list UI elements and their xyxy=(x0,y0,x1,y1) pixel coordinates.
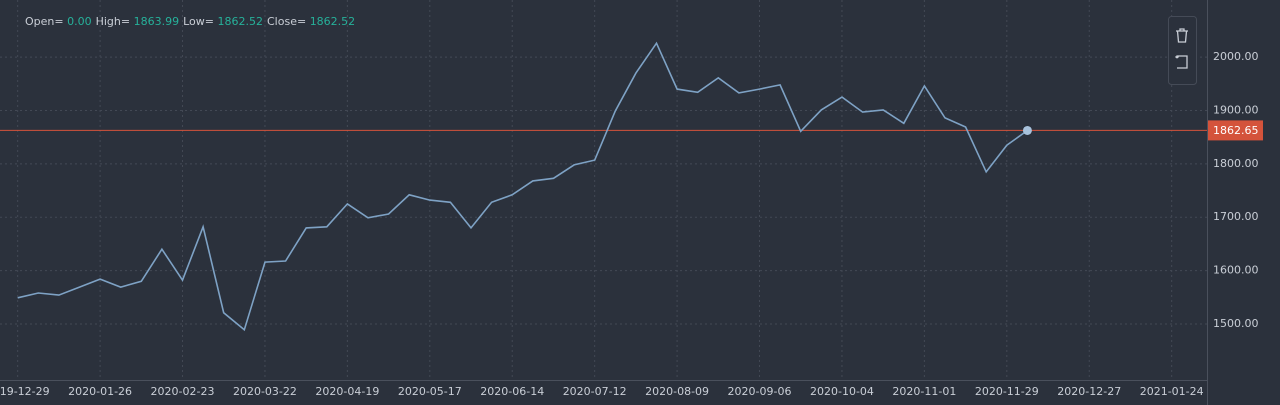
x-tick-label: 2020-06-14 xyxy=(480,385,544,398)
x-tick-label: 2020-10-04 xyxy=(810,385,874,398)
x-tick-label: 2020-11-29 xyxy=(975,385,1039,398)
current-price-badge xyxy=(1208,120,1263,141)
x-tick-label: 2020-02-23 xyxy=(151,385,215,398)
ohlc-label: High= xyxy=(95,15,131,28)
x-tick-label: 2020-11-01 xyxy=(892,385,956,398)
x-tick-label: 2020-05-17 xyxy=(398,385,462,398)
y-tick-label: 1800.00 xyxy=(1213,157,1259,170)
x-tick-label: 2019-12-29 xyxy=(0,385,50,398)
ohlc-value: 0.00 xyxy=(67,15,92,28)
ohlc-value: 1862.52 xyxy=(309,15,356,28)
y-tick-label: 1700.00 xyxy=(1213,210,1259,223)
ohlc-label: Close= xyxy=(267,15,307,28)
ohlc-label: Open= xyxy=(25,15,64,28)
x-tick-label: 2021-01-24 xyxy=(1140,385,1204,398)
y-tick-label: 1600.00 xyxy=(1213,264,1259,277)
x-tick-label: 2020-01-26 xyxy=(68,385,132,398)
ohlc-label: Low= xyxy=(183,15,214,28)
undo-button[interactable] xyxy=(1175,55,1188,69)
ohlc-value: 1862.52 xyxy=(217,15,264,28)
ohlc-value: 1863.99 xyxy=(133,15,180,28)
x-tick-label: 2020-03-22 xyxy=(233,385,297,398)
toolbar xyxy=(1168,16,1197,85)
delete-button[interactable] xyxy=(1176,28,1188,43)
last-point xyxy=(1022,125,1032,135)
current-price-label: 1862.65 xyxy=(1213,124,1259,137)
x-tick-label: 2020-08-09 xyxy=(645,385,709,398)
x-tick-label: 2020-04-19 xyxy=(315,385,379,398)
y-tick-label: 1500.00 xyxy=(1213,317,1259,330)
y-tick-label: 1900.00 xyxy=(1213,103,1259,116)
x-tick-label: 2020-07-12 xyxy=(563,385,627,398)
x-tick-label: 2020-09-06 xyxy=(728,385,792,398)
x-tick-label: 2020-12-27 xyxy=(1057,385,1121,398)
toolbar-box xyxy=(1168,16,1197,85)
y-tick-label: 2000.00 xyxy=(1213,50,1259,63)
price-line-series xyxy=(17,41,1028,332)
ohlc-legend: Open= 0.00 High= 1863.99 Low= 1862.52 Close… xyxy=(25,15,359,28)
grid xyxy=(0,0,1207,380)
